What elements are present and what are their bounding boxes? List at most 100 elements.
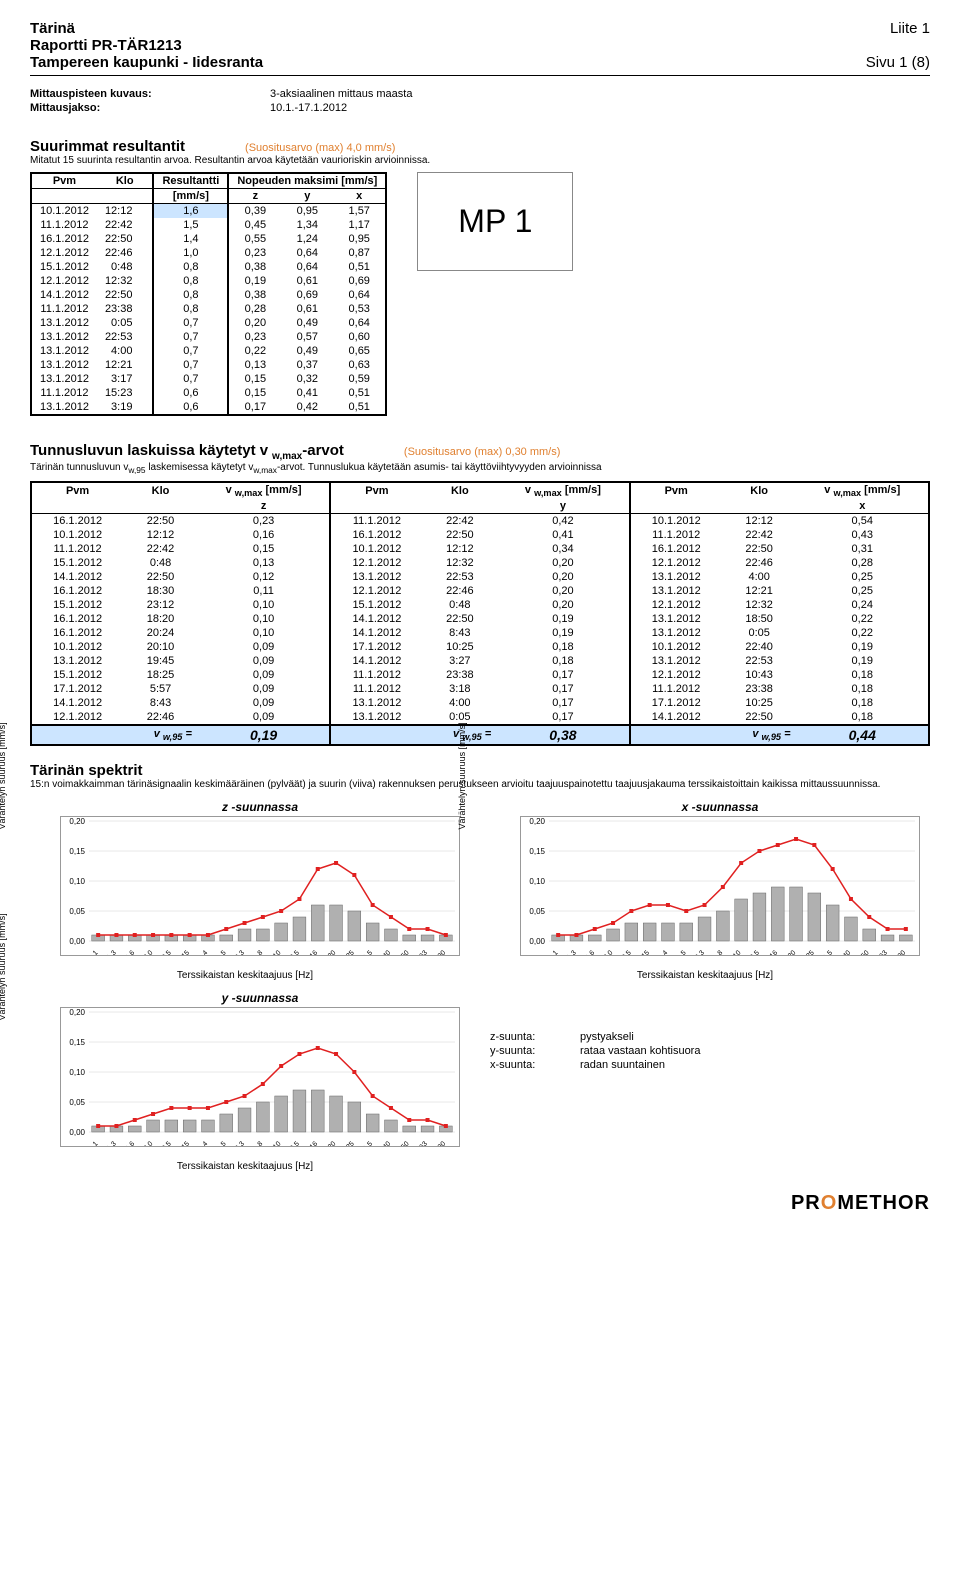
svg-text:20: 20 bbox=[787, 950, 798, 956]
svg-text:1,6: 1,6 bbox=[124, 950, 136, 956]
svg-text:63: 63 bbox=[419, 950, 430, 956]
sec2-suositus: (Suositusarvo (max) 0,30 mm/s) bbox=[404, 446, 560, 458]
svg-text:40: 40 bbox=[382, 1141, 393, 1147]
footer: PROMETHOR bbox=[30, 1192, 930, 1215]
svg-text:80: 80 bbox=[437, 950, 448, 956]
chart-x: x -suunnassa 0,200,150,100,050,0011,31,6… bbox=[490, 800, 920, 981]
kuvaus-value: 3-aksiaalinen mittaus maasta bbox=[270, 88, 412, 100]
sec1-title: Suurimmat resultantit bbox=[30, 138, 185, 155]
sec3-sub: 15:n voimakkaimman tärinäsignaalin keski… bbox=[30, 779, 930, 790]
svg-text:20: 20 bbox=[327, 950, 338, 956]
svg-text:2,0: 2,0 bbox=[143, 950, 155, 956]
svg-text:5: 5 bbox=[220, 1141, 228, 1147]
svg-text:31,5: 31,5 bbox=[819, 950, 834, 956]
svg-text:63: 63 bbox=[419, 1141, 430, 1147]
svg-text:50: 50 bbox=[400, 1141, 411, 1147]
svg-text:63: 63 bbox=[879, 950, 890, 956]
header-title: Tärinä bbox=[30, 20, 75, 37]
header-project: Tampereen kaupunki - Iidesranta bbox=[30, 54, 263, 71]
svg-text:0,20: 0,20 bbox=[69, 817, 85, 826]
svg-text:5: 5 bbox=[220, 950, 228, 956]
svg-text:2,5: 2,5 bbox=[161, 1141, 173, 1147]
svg-text:1: 1 bbox=[92, 1141, 100, 1147]
svg-text:0,00: 0,00 bbox=[69, 937, 85, 946]
header-page: Sivu 1 (8) bbox=[866, 54, 930, 71]
svg-text:2,5: 2,5 bbox=[161, 950, 173, 956]
svg-text:40: 40 bbox=[842, 950, 853, 956]
svg-text:4: 4 bbox=[202, 1141, 210, 1147]
sec1-sub: Mitatut 15 suurinta resultantin arvoa. R… bbox=[30, 155, 930, 166]
svg-text:12,5: 12,5 bbox=[286, 950, 301, 956]
sec2-sub: Tärinän tunnusluvun vw,95 laskemisessa k… bbox=[30, 462, 930, 475]
col-z: z bbox=[228, 189, 281, 204]
svg-text:0,05: 0,05 bbox=[529, 907, 545, 916]
jakso-label: Mittausjakso: bbox=[30, 102, 230, 114]
svg-text:80: 80 bbox=[437, 1141, 448, 1147]
resultantti-table: Pvm Klo Resultantti Nopeuden maksimi [mm… bbox=[30, 172, 387, 416]
chart-z: z -suunnassa 0,200,150,100,050,0011,31,6… bbox=[30, 800, 460, 981]
svg-text:0,15: 0,15 bbox=[69, 1038, 85, 1047]
svg-text:8: 8 bbox=[257, 950, 265, 956]
chart-y: y -suunnassa 0,200,150,100,050,0011,31,6… bbox=[30, 991, 460, 1172]
svg-text:3,15: 3,15 bbox=[636, 950, 651, 956]
col-x: x bbox=[333, 189, 386, 204]
svg-text:0,05: 0,05 bbox=[69, 907, 85, 916]
svg-text:1,3: 1,3 bbox=[566, 950, 578, 956]
svg-text:80: 80 bbox=[897, 950, 908, 956]
svg-text:1,3: 1,3 bbox=[106, 950, 118, 956]
svg-text:1: 1 bbox=[552, 950, 560, 956]
svg-text:3,15: 3,15 bbox=[176, 1141, 191, 1147]
svg-text:10: 10 bbox=[272, 1141, 283, 1147]
svg-text:5: 5 bbox=[680, 950, 688, 956]
svg-text:6,3: 6,3 bbox=[694, 950, 706, 956]
svg-text:31,5: 31,5 bbox=[359, 950, 374, 956]
col-mms: [mm/s] bbox=[153, 189, 228, 204]
col-klo: Klo bbox=[97, 173, 154, 189]
svg-text:0,20: 0,20 bbox=[529, 817, 545, 826]
svg-text:0,15: 0,15 bbox=[69, 847, 85, 856]
svg-text:31,5: 31,5 bbox=[359, 1141, 374, 1147]
svg-text:8: 8 bbox=[717, 950, 725, 956]
direction-legend: z-suunta:pystyakseliy-suunta:rataa vasta… bbox=[490, 1031, 700, 1172]
svg-text:20: 20 bbox=[327, 1141, 338, 1147]
svg-text:2,0: 2,0 bbox=[143, 1141, 155, 1147]
header-liite: Liite 1 bbox=[890, 20, 930, 37]
svg-text:16: 16 bbox=[769, 950, 780, 956]
svg-text:16: 16 bbox=[309, 950, 320, 956]
col-nop: Nopeuden maksimi [mm/s] bbox=[228, 173, 386, 189]
svg-text:0,00: 0,00 bbox=[69, 1128, 85, 1137]
svg-text:16: 16 bbox=[309, 1141, 320, 1147]
svg-text:25: 25 bbox=[345, 1141, 356, 1147]
svg-text:40: 40 bbox=[382, 950, 393, 956]
svg-text:50: 50 bbox=[860, 950, 871, 956]
svg-text:1,6: 1,6 bbox=[124, 1141, 136, 1147]
svg-text:2,0: 2,0 bbox=[603, 950, 615, 956]
col-y: y bbox=[281, 189, 333, 204]
svg-text:10: 10 bbox=[272, 950, 283, 956]
col-res: Resultantti bbox=[153, 173, 228, 189]
svg-text:0,10: 0,10 bbox=[529, 877, 545, 886]
sec1-suositus: (Suositusarvo (max) 4,0 mm/s) bbox=[245, 142, 395, 154]
svg-text:0,10: 0,10 bbox=[69, 1068, 85, 1077]
meta-row: Mittausjakso: 10.1.-17.1.2012 bbox=[30, 102, 930, 114]
svg-text:0,15: 0,15 bbox=[529, 847, 545, 856]
svg-text:50: 50 bbox=[400, 950, 411, 956]
svg-text:1: 1 bbox=[92, 950, 100, 956]
kuvaus-label: Mittauspisteen kuvaus: bbox=[30, 88, 230, 100]
sec2-title: Tunnusluvun laskuissa käytetyt v w,max-a… bbox=[30, 442, 344, 462]
svg-text:4: 4 bbox=[662, 950, 670, 956]
svg-text:12,5: 12,5 bbox=[286, 1141, 301, 1147]
svg-text:6,3: 6,3 bbox=[234, 950, 246, 956]
svg-text:0,00: 0,00 bbox=[529, 937, 545, 946]
svg-text:12,5: 12,5 bbox=[746, 950, 761, 956]
svg-text:4: 4 bbox=[202, 950, 210, 956]
svg-text:10: 10 bbox=[732, 950, 743, 956]
page-header: Tärinä Liite 1 Raportti PR-TÄR1213 Tampe… bbox=[30, 20, 930, 76]
vwmax-table: PvmKlov w,max [mm/s]PvmKlov w,max [mm/s]… bbox=[30, 481, 930, 746]
svg-text:0,10: 0,10 bbox=[69, 877, 85, 886]
svg-text:25: 25 bbox=[805, 950, 816, 956]
svg-text:0,20: 0,20 bbox=[69, 1008, 85, 1017]
svg-text:6,3: 6,3 bbox=[234, 1141, 246, 1147]
svg-text:25: 25 bbox=[345, 950, 356, 956]
jakso-value: 10.1.-17.1.2012 bbox=[270, 102, 347, 114]
